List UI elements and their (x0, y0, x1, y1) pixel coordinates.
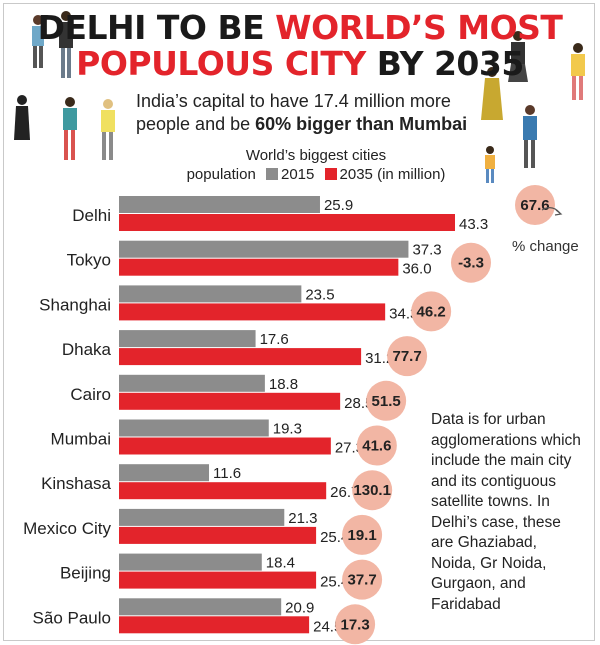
value-label-2035: 25.4 (320, 574, 349, 591)
pct-change-circle (366, 380, 407, 421)
category-label: São Paulo (33, 608, 111, 627)
title-red-part: WORLD’S MOST (275, 8, 563, 47)
bar-2035 (119, 616, 310, 634)
subtitle: India’s capital to have 17.4 million mor… (136, 90, 476, 136)
bar-2035 (119, 258, 399, 276)
pct-change-value: 19.1 (347, 527, 376, 544)
pct-change-value: 46.2 (417, 303, 446, 320)
subtitle-plain: people and be (136, 114, 256, 134)
value-label-2035: 25.4 (320, 529, 349, 546)
footnote: Data is for urban agglomerations which i… (431, 411, 581, 613)
person-figure (14, 11, 585, 183)
bar-2035 (119, 482, 327, 500)
chart-legend: World’s biggest cities population 2015 2… (186, 146, 446, 184)
bar-2035 (119, 526, 317, 544)
value-label-2015: 19.3 (273, 421, 302, 438)
pct-change-value: 77.7 (393, 348, 422, 365)
legend-items: population 2015 2035 (in million) (186, 165, 446, 184)
pct-change-circle (342, 559, 383, 600)
value-label-2035: 24.5 (313, 618, 342, 635)
title-dark-part: BY 2035 (376, 44, 525, 83)
category-label: Mexico City (23, 519, 111, 538)
pct-change-value: -3.3 (458, 255, 484, 272)
legend-prefix: population (186, 166, 256, 183)
pct-change-value: 67.6 (520, 197, 549, 214)
pct-change-circle (411, 291, 452, 332)
bar-2035 (119, 303, 386, 321)
category-label: Beijing (60, 564, 111, 583)
category-label: Cairo (70, 385, 111, 404)
value-label-2015: 23.5 (305, 286, 334, 303)
bar-2035 (119, 437, 331, 455)
subtitle-line2: people and be 60% bigger than Mumbai (136, 113, 476, 136)
value-label-2015: 17.6 (260, 331, 289, 348)
pct-change-circle (451, 242, 491, 283)
title-dark-part: DELHI TO BE (37, 8, 276, 47)
value-label-2035: 28.5 (344, 395, 373, 412)
value-label-2015: 18.8 (269, 376, 298, 393)
pct-change-circle (342, 514, 383, 555)
bar-2015 (119, 196, 320, 213)
category-label: Shanghai (39, 295, 111, 314)
value-label-2015: 21.3 (288, 510, 317, 527)
category-label: Mumbai (51, 430, 111, 449)
bar-2035 (119, 571, 317, 589)
bar-2015 (119, 598, 282, 616)
category-label: Kinshasa (41, 474, 111, 493)
category-label: Delhi (72, 206, 111, 225)
pct-change-circle (352, 470, 393, 511)
bar-2015 (119, 330, 256, 348)
pct-change-circle (387, 336, 428, 377)
bar-2015 (119, 240, 409, 258)
pct-change-circle (335, 604, 376, 645)
legend-item-2015: 2015 (280, 166, 315, 183)
pct-change-value: 17.3 (341, 616, 370, 633)
subtitle-bold: 60% bigger than Mumbai (255, 114, 468, 134)
legend-swatch-2015 (265, 168, 278, 180)
subtitle-line1: India’s capital to have 17.4 million mor… (136, 91, 451, 111)
pct-change-value: 41.6 (362, 438, 391, 455)
pct-change-value: 130.1 (353, 482, 391, 499)
category-label: Dhaka (62, 340, 112, 359)
bar-2035 (119, 392, 341, 410)
bar-2015 (119, 553, 262, 571)
bar-2035 (119, 214, 455, 231)
bar-2015 (119, 285, 302, 303)
category-label: Tokyo (67, 251, 111, 270)
value-label-2035: 36.0 (402, 261, 431, 278)
pct-change-circle (356, 425, 397, 466)
value-label-2035: 34.3 (389, 305, 418, 322)
legend-item-2035: 2035 (in million) (339, 166, 446, 183)
value-label-2035: 31.2 (365, 350, 394, 367)
value-label-2015: 25.9 (324, 197, 353, 214)
value-label-2015: 37.3 (412, 242, 441, 259)
value-label-2015: 20.9 (285, 599, 314, 616)
page-title-line1: DELHI TO BE WORLD’S MOST (0, 10, 600, 46)
value-label-2035: 26.7 (330, 484, 359, 501)
legend-swatch-2035 (324, 168, 337, 180)
title-red-part: POPULOUS CITY (76, 44, 377, 83)
pct-change-value: 37.7 (347, 572, 376, 589)
value-label-2035: 43.3 (459, 216, 488, 233)
pct-arrow-head (554, 209, 563, 216)
value-label-2015: 11.6 (213, 465, 241, 482)
pct-change-value: 51.5 (372, 393, 401, 410)
pct-change-circle (515, 185, 555, 225)
bar-2015 (119, 508, 285, 526)
pct-change-label: % change (512, 238, 579, 255)
value-label-2015: 18.4 (266, 555, 295, 572)
legend-title: World’s biggest cities (245, 147, 387, 164)
infographic-frame (3, 3, 595, 641)
bar-2015 (119, 374, 265, 392)
value-label-2035: 27.3 (335, 440, 364, 457)
bar-2015 (119, 464, 210, 482)
page-title-line2: POPULOUS CITY BY 2035 (0, 46, 600, 82)
bar-2015 (119, 419, 269, 437)
bar-2035 (119, 348, 362, 366)
